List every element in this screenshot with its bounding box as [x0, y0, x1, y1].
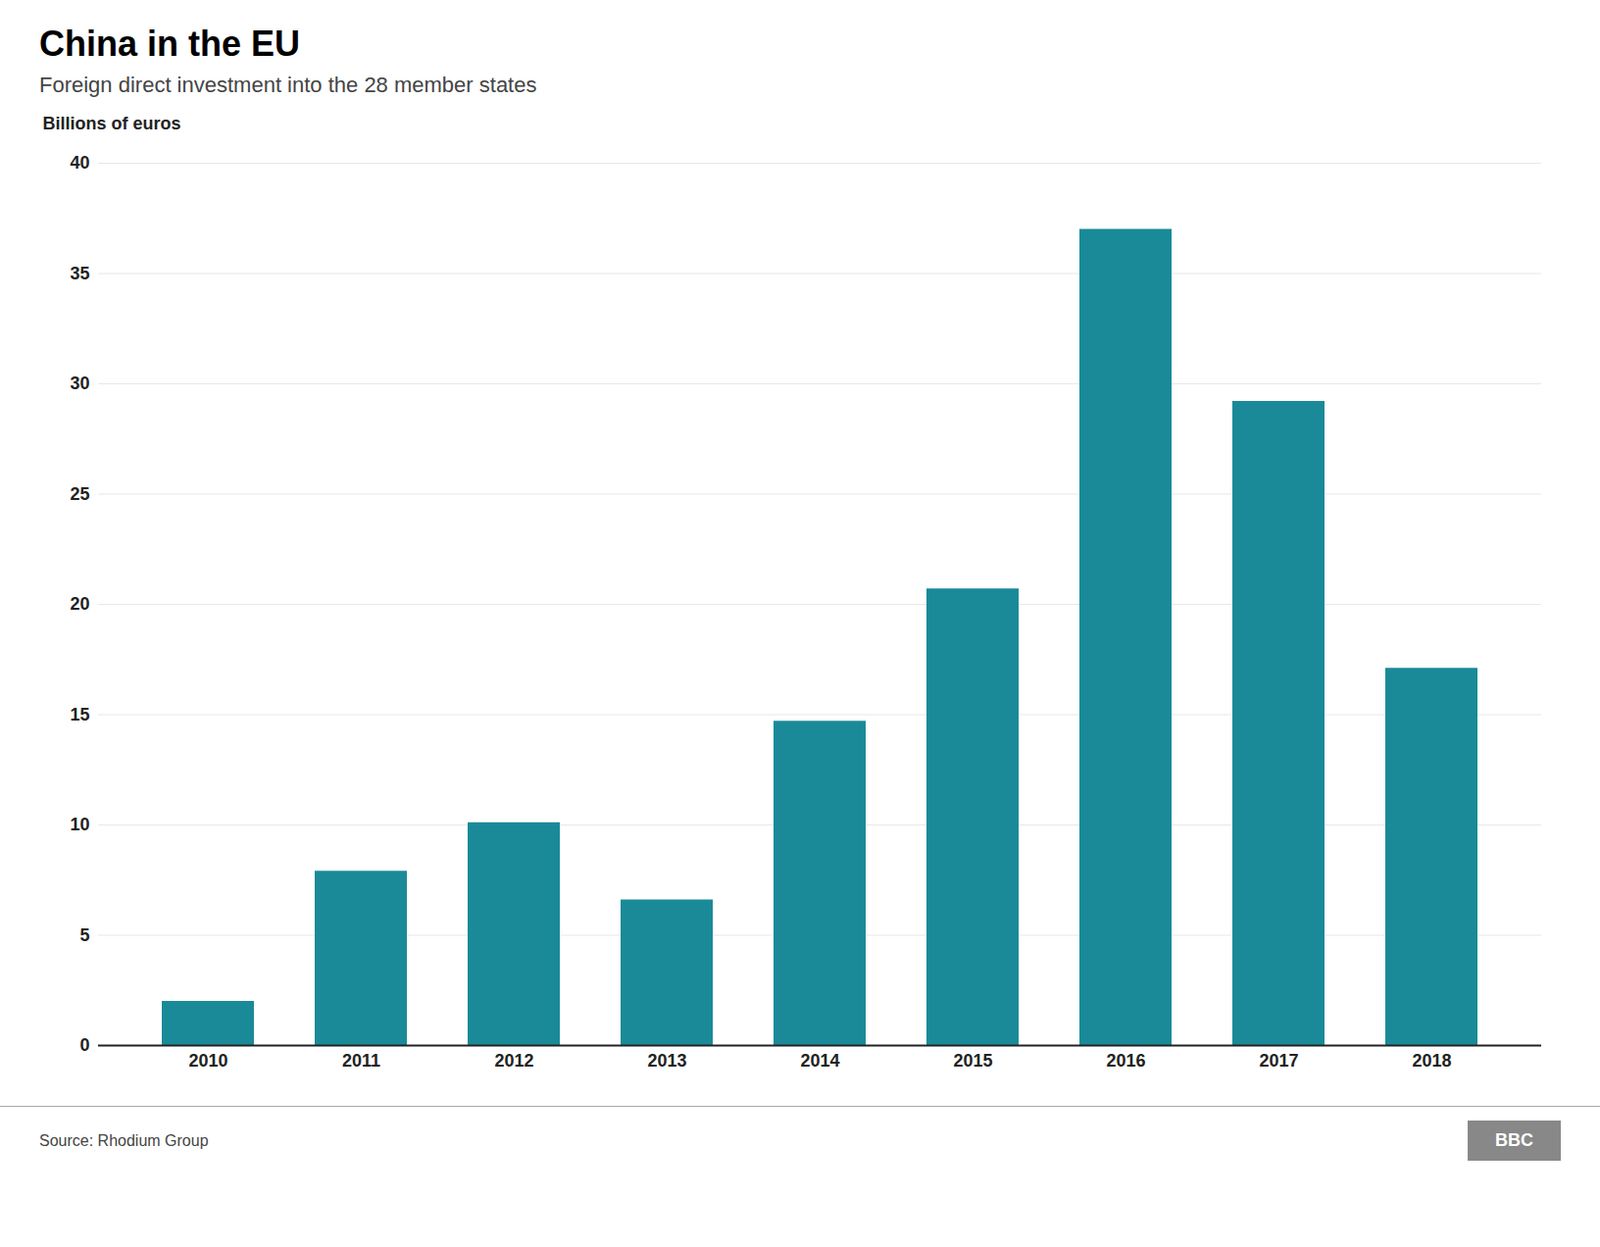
html-text:China in the EU: China in the EU: [39, 23, 300, 64]
svg-text:40: 40: [69, 152, 90, 173]
svg-text:20: 20: [69, 594, 90, 614]
html-text:Foreign direct investment into: Foreign direct investment into the 28 me…: [39, 72, 537, 98]
svg-text:2015: 2015: [952, 1050, 993, 1071]
svg-text:2016: 2016: [1105, 1050, 1146, 1071]
svg-text:2012: 2012: [494, 1050, 534, 1071]
svg-text:2017: 2017: [1258, 1050, 1299, 1071]
html-text:BBC: BBC: [1495, 1130, 1534, 1150]
svg-text:25: 25: [69, 484, 90, 504]
svg-text:15: 15: [69, 704, 90, 725]
svg-text:Billions of euros: Billions of euros: [43, 113, 182, 134]
svg-text:2010: 2010: [188, 1050, 228, 1071]
svg-text:30: 30: [69, 373, 90, 394]
svg-text:0: 0: [79, 1035, 90, 1055]
svg-text:10: 10: [69, 814, 90, 835]
svg-text:2014: 2014: [800, 1050, 840, 1071]
svg-text:5: 5: [79, 925, 90, 946]
svg-text:2011: 2011: [342, 1050, 381, 1071]
svg-text:2018: 2018: [1411, 1050, 1451, 1071]
html-text:Source: Rhodium Group: Source: Rhodium Group: [39, 1131, 209, 1149]
svg-text:2013: 2013: [647, 1050, 687, 1071]
svg-text:35: 35: [69, 263, 90, 284]
